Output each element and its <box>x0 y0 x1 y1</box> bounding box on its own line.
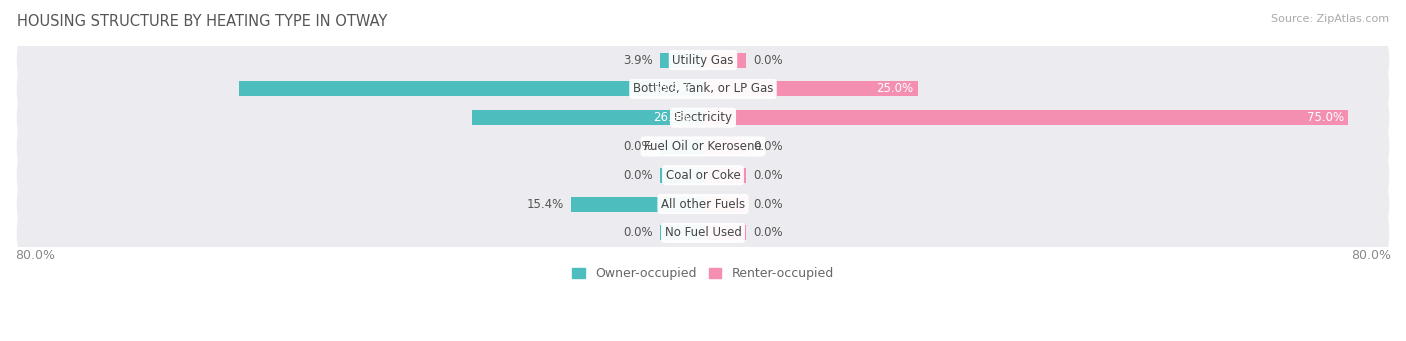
Text: 0.0%: 0.0% <box>752 197 783 210</box>
Text: 25.0%: 25.0% <box>876 83 914 95</box>
FancyBboxPatch shape <box>17 38 1389 83</box>
Text: No Fuel Used: No Fuel Used <box>665 226 741 239</box>
Text: Bottled, Tank, or LP Gas: Bottled, Tank, or LP Gas <box>633 83 773 95</box>
Text: 0.0%: 0.0% <box>752 140 783 153</box>
Text: 0.0%: 0.0% <box>752 226 783 239</box>
Bar <box>703 139 747 154</box>
Bar <box>659 168 703 183</box>
Text: Source: ZipAtlas.com: Source: ZipAtlas.com <box>1271 14 1389 24</box>
Legend: Owner-occupied, Renter-occupied: Owner-occupied, Renter-occupied <box>568 262 838 285</box>
Text: 0.0%: 0.0% <box>623 226 654 239</box>
Text: 15.4%: 15.4% <box>526 197 564 210</box>
Text: HOUSING STRUCTURE BY HEATING TYPE IN OTWAY: HOUSING STRUCTURE BY HEATING TYPE IN OTW… <box>17 14 387 29</box>
Text: 0.0%: 0.0% <box>623 140 654 153</box>
FancyBboxPatch shape <box>17 153 1389 198</box>
Text: Utility Gas: Utility Gas <box>672 54 734 66</box>
FancyBboxPatch shape <box>17 124 1389 169</box>
Text: Coal or Coke: Coal or Coke <box>665 169 741 182</box>
Bar <box>659 139 703 154</box>
FancyBboxPatch shape <box>17 66 1389 111</box>
Bar <box>703 196 747 211</box>
Text: 0.0%: 0.0% <box>623 169 654 182</box>
Text: 80.0%: 80.0% <box>1351 249 1391 262</box>
Bar <box>471 110 703 125</box>
FancyBboxPatch shape <box>17 95 1389 140</box>
Text: 75.0%: 75.0% <box>1306 111 1344 124</box>
Text: All other Fuels: All other Fuels <box>661 197 745 210</box>
Bar <box>571 196 703 211</box>
FancyBboxPatch shape <box>17 181 1389 226</box>
Bar <box>703 168 747 183</box>
Text: Electricity: Electricity <box>673 111 733 124</box>
Bar <box>239 81 703 97</box>
Bar <box>659 225 703 240</box>
Text: 53.9%: 53.9% <box>652 83 690 95</box>
Text: 26.9%: 26.9% <box>652 111 690 124</box>
Text: 3.9%: 3.9% <box>623 54 654 66</box>
Bar <box>703 53 747 68</box>
Bar <box>703 225 747 240</box>
Text: 0.0%: 0.0% <box>752 169 783 182</box>
Bar <box>659 53 703 68</box>
Bar <box>703 110 1348 125</box>
Text: 80.0%: 80.0% <box>15 249 55 262</box>
FancyBboxPatch shape <box>17 210 1389 255</box>
Text: 0.0%: 0.0% <box>752 54 783 66</box>
Text: Fuel Oil or Kerosene: Fuel Oil or Kerosene <box>644 140 762 153</box>
Bar <box>703 81 918 97</box>
